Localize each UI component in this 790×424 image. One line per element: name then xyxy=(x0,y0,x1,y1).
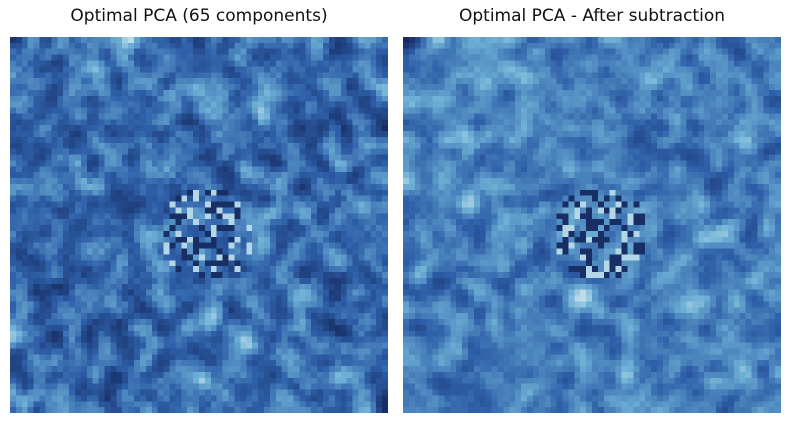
pca-image-left xyxy=(10,37,388,413)
panel-title-right: Optimal PCA - After subtraction xyxy=(459,6,725,26)
panel-title-left: Optimal PCA (65 components) xyxy=(70,6,328,26)
panel-left: Optimal PCA (65 components) xyxy=(10,0,388,424)
panel-right: Optimal PCA - After subtraction xyxy=(403,0,781,424)
pca-image-right xyxy=(403,37,781,413)
